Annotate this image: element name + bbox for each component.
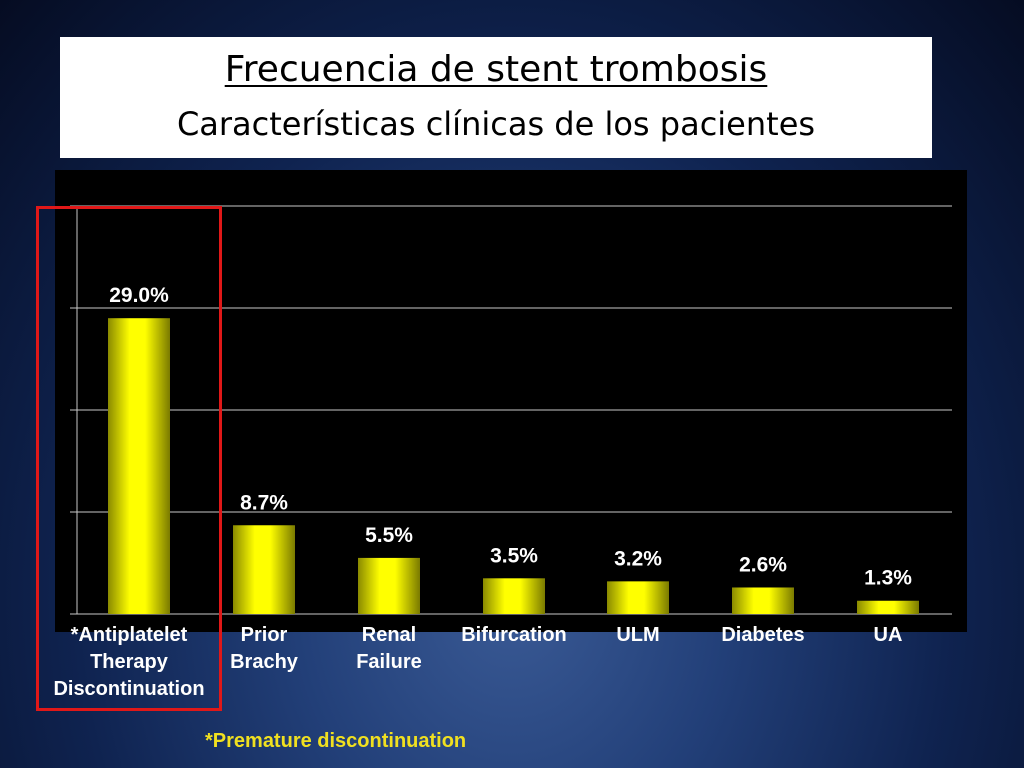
category-label: Renal Failure	[356, 624, 422, 673]
title-box: Frecuencia de stent trombosis Caracterís…	[60, 37, 932, 158]
bar	[732, 587, 794, 614]
category-label: Diabetes	[721, 624, 805, 646]
category-label: UA	[873, 624, 903, 646]
bar	[607, 581, 669, 614]
data-label: 1.3%	[864, 567, 912, 590]
data-label: 2.6%	[739, 553, 787, 576]
slide-subtitle: Características clínicas de los paciente…	[176, 105, 816, 143]
data-label: 8.7%	[240, 491, 288, 514]
slide-title: Frecuencia de stent trombosis	[224, 49, 768, 90]
bar	[108, 318, 170, 614]
bar	[857, 600, 919, 614]
bar	[358, 557, 420, 614]
data-label: 29.0%	[109, 284, 169, 307]
category-label: Prior Brachy	[230, 624, 298, 673]
chart-panel	[55, 170, 967, 632]
bar	[233, 525, 295, 614]
category-label: ULM	[616, 624, 660, 646]
data-label: 3.2%	[614, 547, 662, 570]
category-label: Bifurcation	[461, 624, 567, 646]
data-label: 5.5%	[365, 524, 413, 547]
data-label: 3.5%	[490, 544, 538, 567]
bar	[483, 578, 545, 614]
highlight-box	[36, 206, 222, 711]
category-label: *Antiplatelet Therapy Discontinuation	[53, 624, 205, 700]
footnote: *Premature discontinuation	[205, 730, 467, 752]
